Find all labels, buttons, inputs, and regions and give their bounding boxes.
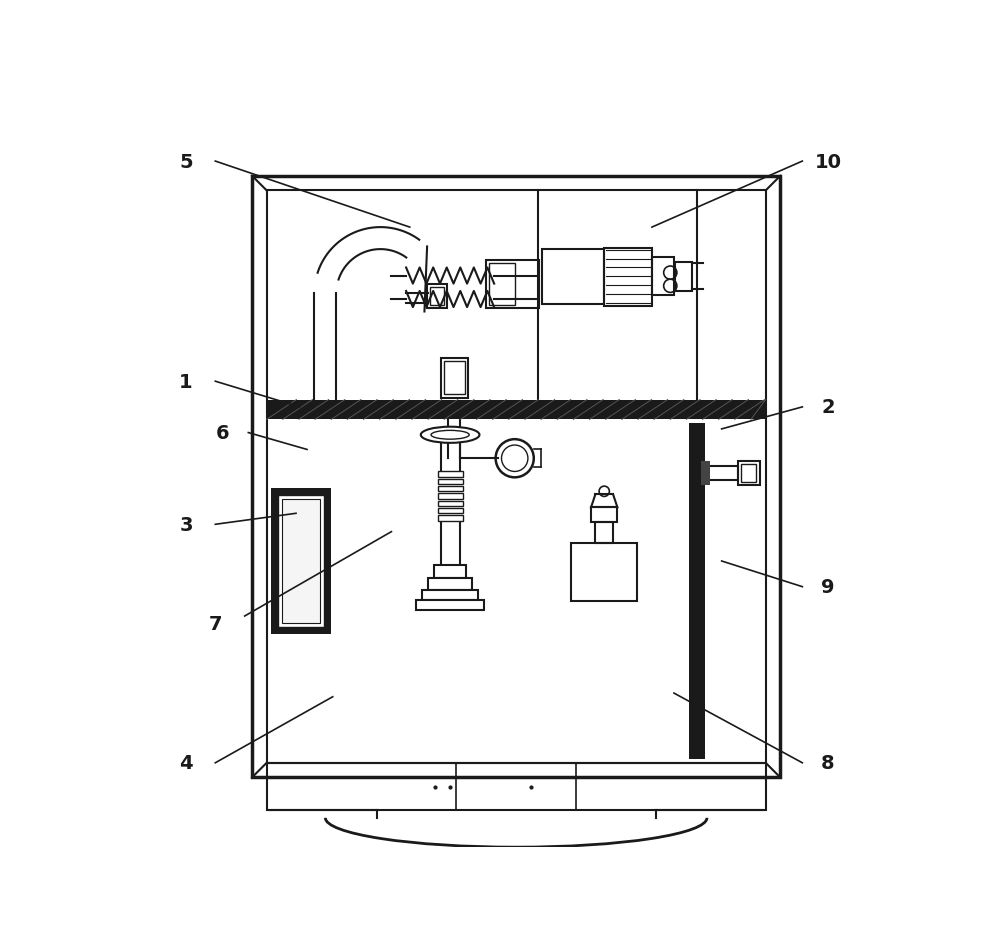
Bar [591, 507, 617, 523]
Bar [738, 462, 760, 486]
Bar [434, 565, 466, 578]
Bar [427, 285, 447, 308]
Bar [438, 472, 463, 477]
Bar [489, 264, 515, 306]
Text: 7: 7 [209, 614, 222, 633]
Bar [689, 424, 705, 760]
Bar [252, 176, 780, 778]
Bar [741, 465, 756, 483]
Bar [708, 466, 738, 481]
Bar [267, 400, 766, 420]
Text: 6: 6 [216, 424, 229, 443]
Bar [416, 601, 484, 610]
Text: 1: 1 [179, 372, 193, 391]
Bar [428, 578, 472, 590]
Text: 9: 9 [821, 578, 835, 597]
Bar [278, 495, 324, 627]
Bar [652, 258, 674, 296]
Bar [422, 590, 478, 601]
Bar [675, 263, 692, 291]
Bar [438, 502, 463, 506]
Bar [441, 358, 468, 399]
Bar [282, 499, 320, 624]
Bar [438, 494, 463, 499]
Text: 4: 4 [179, 753, 193, 772]
Text: 10: 10 [815, 152, 842, 171]
Bar [604, 248, 652, 307]
Bar [438, 516, 463, 521]
Bar [267, 191, 766, 763]
Bar [271, 488, 331, 635]
Bar [430, 288, 444, 306]
Bar [438, 486, 463, 492]
Bar [444, 362, 465, 395]
Text: 3: 3 [179, 515, 193, 534]
Bar [571, 543, 637, 602]
Bar [701, 462, 710, 486]
Text: 8: 8 [821, 753, 835, 772]
Bar [438, 479, 463, 485]
Bar [438, 508, 463, 514]
Ellipse shape [431, 431, 469, 440]
Ellipse shape [421, 427, 479, 444]
Bar [542, 249, 604, 305]
Bar [486, 261, 539, 308]
Text: 5: 5 [179, 152, 193, 171]
Bar [595, 523, 613, 543]
Bar [267, 763, 766, 811]
Text: 2: 2 [821, 398, 835, 417]
